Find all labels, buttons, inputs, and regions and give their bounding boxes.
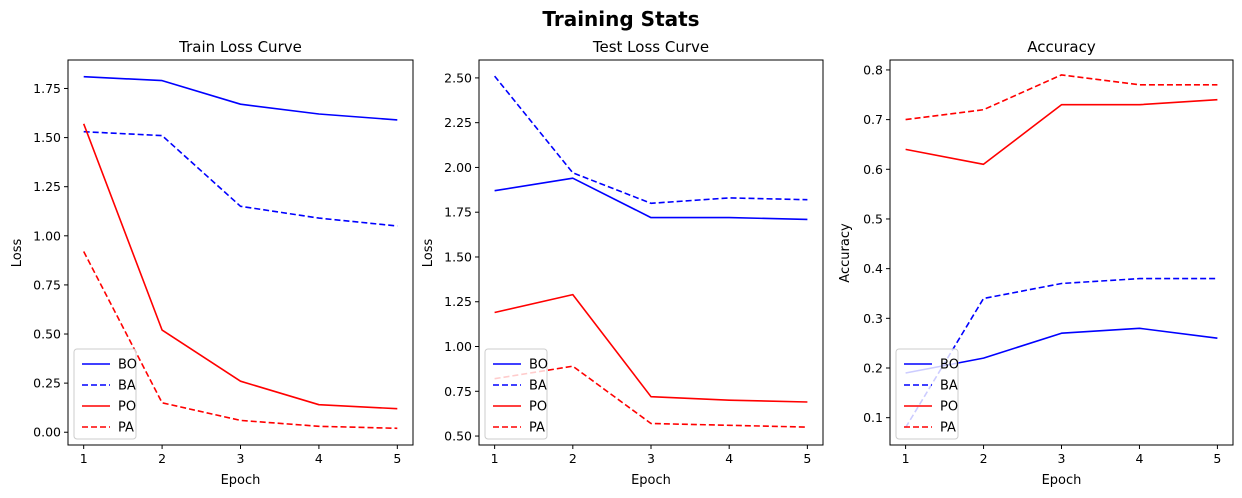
accuracy-xtick-label: 5 xyxy=(1213,451,1221,466)
accuracy-ytick-label: 0.4 xyxy=(863,261,883,276)
accuracy-xtick-label: 3 xyxy=(1058,451,1066,466)
accuracy-ytick-label: 0.3 xyxy=(863,311,883,326)
test-loss-ytick-label: 0.75 xyxy=(444,384,472,399)
accuracy-ytick-label: 0.1 xyxy=(863,410,883,425)
accuracy-ylabel: Accuracy xyxy=(838,223,853,283)
train-loss-ytick-label: 1.00 xyxy=(33,228,61,243)
accuracy-xtick-label: 4 xyxy=(1135,451,1143,466)
test-loss-panel: Test Loss Curve Epoch Loss 1 2 3 4 5 0.50 0.75… xyxy=(421,38,824,488)
test-loss-xtick-label: 2 xyxy=(569,451,577,466)
test-loss-legend-label-bo: BO xyxy=(529,358,548,373)
test-loss-series-pa xyxy=(494,365,808,428)
test-loss-ytick-label: 0.50 xyxy=(444,429,472,444)
test-loss-ylabel: Loss xyxy=(421,239,436,268)
accuracy-panel: Accuracy Epoch Accuracy 1 2 3 4 5 0.1 0.2 0.3 0.… xyxy=(838,38,1234,488)
test-loss-legend-label-ba: BA xyxy=(529,379,547,394)
train-loss-ytick-label: 1.50 xyxy=(33,130,61,145)
train-loss-xtick-label: 4 xyxy=(315,451,323,466)
train-loss-legend: BO BA PO PA xyxy=(73,348,137,440)
accuracy-series-ba xyxy=(904,277,1218,429)
test-loss-xtick-label: 1 xyxy=(491,451,499,466)
train-loss-ytick-label: 0.75 xyxy=(33,277,61,292)
accuracy-legend-box xyxy=(895,348,959,440)
accuracy-legend-label-ba: BA xyxy=(940,379,958,394)
accuracy-ytick-label: 0.6 xyxy=(863,162,883,177)
test-loss-series-bo xyxy=(494,177,808,221)
test-loss-ytick-label: 2.50 xyxy=(444,70,472,85)
train-loss-ytick-label: 0.25 xyxy=(33,376,61,391)
accuracy-legend-label-po: PO xyxy=(940,400,958,415)
train-loss-xtick-label: 2 xyxy=(158,451,166,466)
train-loss-ytick-label: 0.00 xyxy=(33,425,61,440)
train-loss-series-po xyxy=(82,123,398,410)
train-loss-series-bo xyxy=(83,75,398,121)
test-loss-ytick-label: 1.00 xyxy=(444,339,472,354)
test-loss-ytick-label: 1.75 xyxy=(444,205,472,220)
test-loss-legend: BO BA PO PA xyxy=(484,348,548,440)
test-loss-series-ba xyxy=(493,75,808,205)
test-loss-legend-label-po: PO xyxy=(529,400,547,415)
train-loss-legend-label-po: PO xyxy=(118,400,136,415)
train-loss-xtick-label: 5 xyxy=(393,451,401,466)
test-loss-series-po xyxy=(494,293,808,403)
test-loss-legend-box xyxy=(484,348,548,440)
train-loss-legend-label-ba: BA xyxy=(118,379,136,394)
accuracy-xtick-label: 2 xyxy=(980,451,988,466)
accuracy-ytick-label: 0.7 xyxy=(863,112,883,127)
train-loss-xlabel: Epoch xyxy=(221,473,261,488)
test-loss-xtick-label: 5 xyxy=(803,451,811,466)
train-loss-ylabel: Loss xyxy=(10,239,25,268)
train-loss-ytick-label: 1.25 xyxy=(33,179,61,194)
test-loss-xtick-label: 4 xyxy=(725,451,733,466)
accuracy-legend-label-pa: PA xyxy=(940,421,956,436)
test-loss-ytick-label: 2.00 xyxy=(444,160,472,175)
train-loss-xtick-label: 1 xyxy=(80,451,88,466)
accuracy-series-po xyxy=(905,98,1218,166)
train-loss-panel: Train Loss Curve Epoch Loss 1 2 3 4 5 0.00 0.2… xyxy=(10,38,414,488)
train-loss-legend-label-pa: PA xyxy=(118,421,134,436)
accuracy-ytick-label: 0.5 xyxy=(863,211,883,226)
train-loss-ytick-label: 1.75 xyxy=(33,81,61,96)
test-loss-ytick-label: 2.25 xyxy=(444,115,472,130)
accuracy-legend: BO BA PO PA xyxy=(895,348,959,440)
accuracy-series-pa xyxy=(905,74,1218,121)
accuracy-legend-label-bo: BO xyxy=(940,358,959,373)
train-loss-xtick-label: 3 xyxy=(237,451,245,466)
train-loss-legend-label-bo: BO xyxy=(118,358,137,373)
accuracy-ytick-label: 0.2 xyxy=(863,361,883,376)
accuracy-xtick-label: 1 xyxy=(902,451,910,466)
test-loss-legend-label-pa: PA xyxy=(529,421,545,436)
accuracy-title: Accuracy xyxy=(1027,38,1096,56)
test-loss-ytick-label: 1.50 xyxy=(444,249,472,264)
figure-title: Training Stats xyxy=(542,7,699,31)
train-loss-ytick-label: 0.50 xyxy=(33,327,61,342)
train-loss-series-ba xyxy=(83,130,398,227)
accuracy-ytick-label: 0.8 xyxy=(863,62,883,77)
train-loss-title: Train Loss Curve xyxy=(178,38,302,56)
accuracy-xlabel: Epoch xyxy=(1042,473,1082,488)
test-loss-xtick-label: 3 xyxy=(647,451,655,466)
train-loss-legend-box xyxy=(73,348,137,440)
test-loss-ytick-label: 1.25 xyxy=(444,294,472,309)
test-loss-xlabel: Epoch xyxy=(631,473,671,488)
test-loss-title: Test Loss Curve xyxy=(592,38,709,56)
